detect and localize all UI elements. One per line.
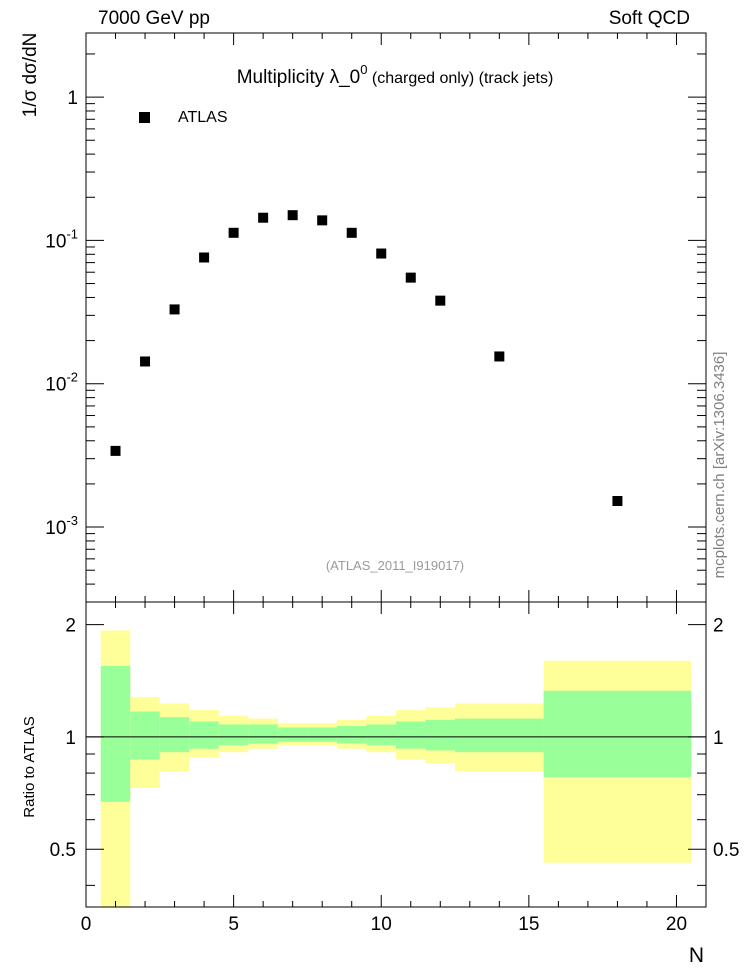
plot-title-sup: 0 <box>360 62 367 77</box>
inner-band-bin <box>425 720 456 751</box>
x-tick-label: 15 <box>518 914 539 935</box>
data-point <box>435 295 446 306</box>
main-y-tick-label: 10-3 <box>45 513 78 539</box>
analysis-id: (ATLAS_2011_I919017) <box>326 558 464 573</box>
data-point <box>612 495 623 506</box>
data-points <box>110 210 623 506</box>
x-tick-label: 5 <box>228 914 239 935</box>
inner-band-bin <box>218 724 249 746</box>
plot-title: Multiplicity λ_00 (charged only) (track … <box>237 62 554 88</box>
ratio-y-tick-labels: 0.5 0.5 1 1 2 2 <box>50 616 740 862</box>
legend-marker <box>139 112 150 123</box>
data-point <box>346 227 357 238</box>
data-point <box>405 272 416 283</box>
data-point <box>287 210 298 221</box>
inner-band-bin <box>336 725 367 744</box>
main-y-tick-label: 10-1 <box>45 226 78 252</box>
main-plot-area <box>86 33 706 602</box>
data-point <box>494 351 505 362</box>
process-label: Soft QCD <box>609 8 690 29</box>
data-point <box>169 304 180 315</box>
x-tick-label: 10 <box>371 914 392 935</box>
data-point <box>228 227 239 238</box>
plot-title-main: Multiplicity λ_0 <box>237 67 361 88</box>
data-point <box>140 356 151 367</box>
main-y-tick-label: 10-2 <box>45 370 78 396</box>
energy-label: 7000 GeV pp <box>98 8 210 29</box>
main-panel: 10-3 10-2 10-1 1 Multiplicity λ_00 (charged… <box>20 32 707 603</box>
inner-band-bin <box>396 721 426 749</box>
ratio-y-tick-label: 1 <box>65 728 76 749</box>
legend-label: ATLAS <box>178 109 228 126</box>
inner-band-bin <box>455 718 544 753</box>
ratio-y-axis-label: Ratio to ATLAS <box>21 716 38 817</box>
ratio-y-tick-label-right: 2 <box>713 616 724 637</box>
data-point <box>376 248 387 259</box>
ratio-y-tick-label-right: 0.5 <box>713 840 739 861</box>
x-tick-labels: 0 5 10 15 20 <box>81 914 687 935</box>
data-point <box>110 445 121 456</box>
inner-band-bin <box>159 717 190 753</box>
ratio-y-tick-label: 2 <box>65 616 76 637</box>
data-point <box>258 212 269 223</box>
inner-band-bin <box>189 721 219 749</box>
ratio-frame <box>85 601 707 908</box>
main-axis-ticks <box>85 33 707 603</box>
inner-band-bin <box>100 665 131 802</box>
plot-title-suffix: (charged only) (track jets) <box>367 70 553 87</box>
inner-band-bin <box>248 724 278 744</box>
inner-band-bin <box>277 727 308 742</box>
main-y-tick-label: 1 <box>67 88 78 109</box>
ratio-y-tick-label-right: 1 <box>713 728 724 749</box>
inner-band-bin <box>366 724 396 746</box>
inner-band-bin <box>543 690 692 778</box>
inner-band-bin <box>307 727 337 742</box>
watermark: mcplots.cern.ch [arXiv:1306.3436] <box>711 352 728 579</box>
data-point <box>199 252 210 263</box>
x-axis-label: N <box>689 944 704 967</box>
main-y-tick-labels: 10-3 10-2 10-1 1 <box>45 88 78 539</box>
ratio-y-tick-label: 0.5 <box>50 840 76 861</box>
inner-band-bin <box>130 711 160 760</box>
x-tick-label: 0 <box>81 914 92 935</box>
ratio-bands <box>100 630 692 907</box>
x-tick-label: 20 <box>666 914 687 935</box>
data-point <box>317 215 328 226</box>
main-y-axis-label: 1/σ dσ/dN <box>20 33 41 118</box>
ratio-panel: 0.5 0.5 1 1 2 2 0 5 10 15 20 Ratio to ATLAS N <box>21 601 740 967</box>
